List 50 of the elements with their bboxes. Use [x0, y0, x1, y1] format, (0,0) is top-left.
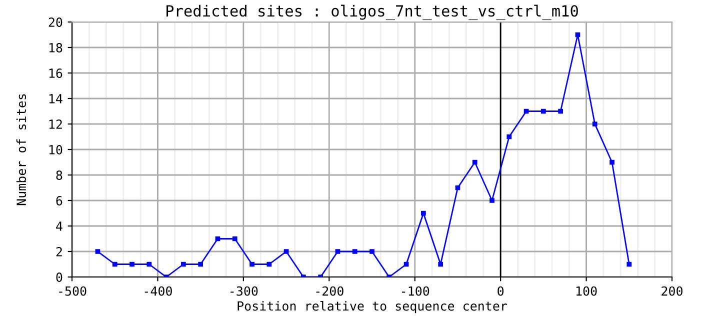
point: [215, 236, 220, 242]
x-tick-label: 0: [498, 286, 504, 296]
point: [490, 198, 494, 203]
point: [130, 262, 134, 267]
point: [524, 108, 529, 114]
point: [541, 108, 546, 114]
point: [506, 134, 512, 140]
y-tick-label: 16: [49, 68, 62, 78]
point: [146, 262, 152, 267]
point: [95, 249, 100, 254]
x-tick-label: -200: [316, 286, 344, 296]
y-tick-label: 4: [56, 222, 62, 231]
x-tick-label: -300: [230, 286, 258, 296]
point: [112, 262, 118, 267]
point: [472, 160, 478, 165]
x-tick-label: -500: [59, 286, 86, 296]
x-axis-title: Position relative to sequence center: [238, 300, 507, 314]
point: [266, 262, 272, 267]
x-tick-label: -400: [144, 286, 172, 296]
point: [455, 185, 460, 190]
point: [404, 262, 409, 267]
chart-title: Predicted sites : oligos_7nt_test_vs_ctrl_m10: [166, 4, 578, 20]
x-tick-label: 100: [576, 286, 597, 296]
point: [352, 249, 358, 254]
point: [335, 249, 340, 254]
point: [610, 160, 614, 165]
y-tick-label: 2: [56, 247, 62, 256]
point: [438, 262, 443, 267]
point: [181, 262, 186, 267]
y-tick-label: 20: [48, 18, 62, 27]
x-tick-label: -100: [402, 286, 430, 296]
point: [626, 262, 632, 267]
y-tick-label: 18: [49, 43, 62, 52]
y-tick-label: 12: [49, 120, 62, 129]
point: [198, 262, 203, 267]
x-tick-label: 200: [662, 286, 682, 296]
y-axis-title: Number of sites: [16, 94, 26, 206]
y-tick-label: 6: [56, 196, 62, 206]
point: [370, 249, 374, 254]
y-tick-label: 0: [56, 272, 62, 282]
point: [232, 236, 238, 242]
point: [575, 32, 580, 38]
y-tick-label: 10: [49, 145, 62, 154]
point: [592, 122, 598, 126]
point: [250, 262, 254, 267]
y-tick-label: 14: [49, 94, 62, 104]
y-tick-label: 8: [56, 170, 62, 180]
point: [558, 108, 563, 114]
point: [421, 210, 426, 216]
point: [284, 249, 289, 254]
